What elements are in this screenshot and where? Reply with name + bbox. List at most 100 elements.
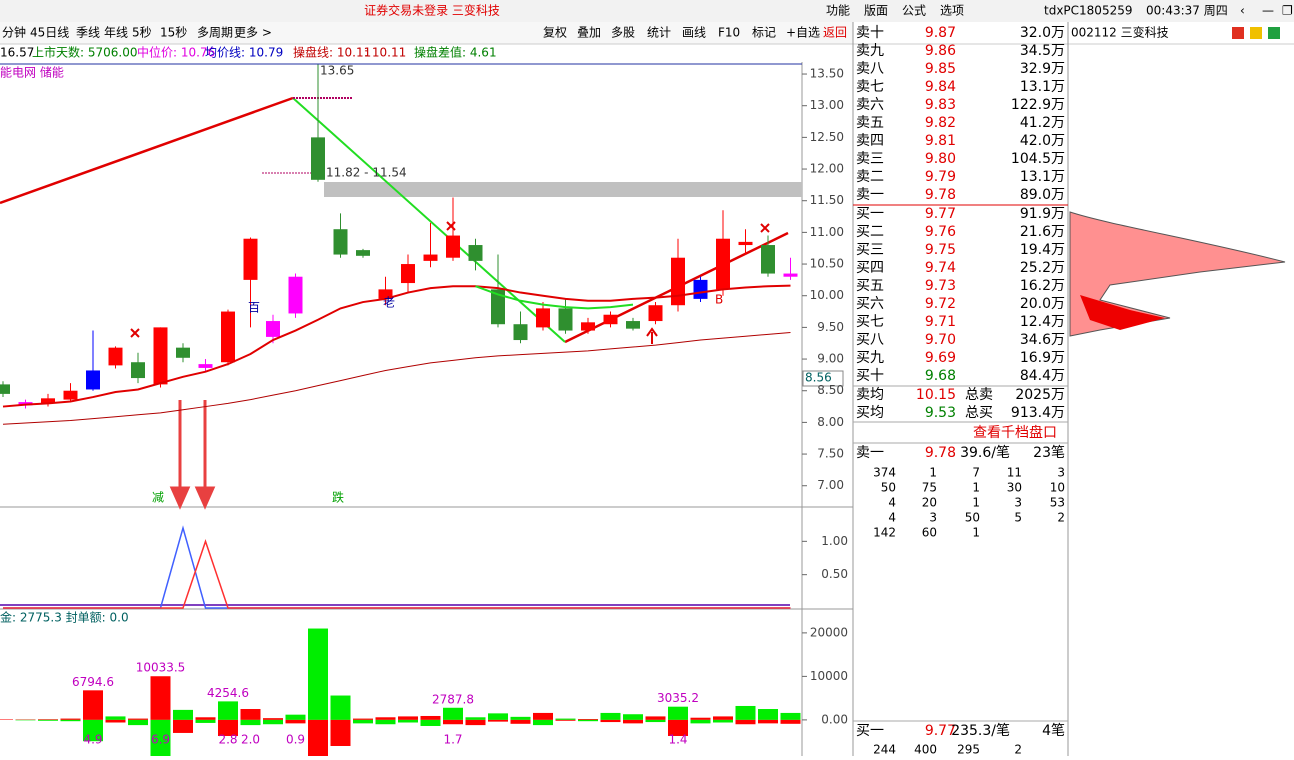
- volume-bar: [376, 717, 396, 720]
- volume-bar: [376, 720, 396, 724]
- book-cell: 9.84: [925, 79, 956, 95]
- period-tab[interactable]: 更多 >: [234, 26, 272, 40]
- candle-body: [469, 245, 483, 261]
- period-tab[interactable]: 多周期: [197, 26, 233, 40]
- volume-bar: [758, 709, 778, 720]
- book-cell: 总卖: [965, 387, 993, 403]
- queue-cell: 142: [873, 526, 896, 540]
- signal-arrows: [172, 400, 213, 506]
- tool-button[interactable]: 叠加: [577, 26, 601, 40]
- icon[interactable]: [1250, 27, 1262, 39]
- candle-body: [131, 362, 145, 378]
- book-cell: 9.74: [925, 260, 956, 276]
- y-tick-label: 9.00: [817, 352, 844, 366]
- data-label: 4254.6: [207, 686, 249, 700]
- book-cell: 9.80: [925, 151, 956, 167]
- candle-body: [694, 280, 708, 299]
- candle-body: [289, 277, 303, 314]
- tool-button[interactable]: 返回: [823, 26, 847, 40]
- y-tick-label: 11.00: [810, 225, 844, 239]
- book-cell: 91.9万: [1020, 206, 1065, 222]
- volume-bar: [466, 720, 486, 725]
- tool-button[interactable]: 复权: [543, 26, 567, 40]
- book-cell: 41.2万: [1020, 115, 1065, 131]
- menu-item[interactable]: 选项: [940, 4, 964, 18]
- window-back[interactable]: ‹: [1240, 4, 1245, 18]
- icon[interactable]: [1232, 27, 1244, 39]
- book-cell: 9.78: [925, 187, 956, 203]
- volume-bar: [488, 720, 508, 722]
- book-cell: 20.0万: [1020, 296, 1065, 312]
- info-field: 上市天数: 5706.00: [32, 45, 137, 60]
- volume-bar: [38, 720, 58, 721]
- period-tab[interactable]: 年线: [104, 26, 128, 40]
- volume-bar: [623, 720, 643, 723]
- candle-body: [64, 391, 78, 400]
- y-tick-label: 8.50: [817, 383, 844, 397]
- volume-bar: [241, 709, 261, 720]
- tool-button[interactable]: 标记: [752, 26, 776, 40]
- book-cell: 卖二: [856, 169, 884, 185]
- queue-cell: 1: [929, 466, 937, 480]
- volume-bar: [173, 710, 193, 720]
- info-field: : 10.11: [364, 46, 406, 60]
- menu-item[interactable]: 版面: [864, 4, 888, 18]
- book-cell: 9.69: [925, 350, 956, 366]
- icon[interactable]: [1268, 27, 1280, 39]
- info-field: 操盘差值: 4.61: [414, 45, 497, 60]
- queue-cell: 5: [1014, 511, 1022, 525]
- period-tab[interactable]: 45日线: [30, 26, 69, 40]
- period-tab[interactable]: 5秒: [132, 26, 152, 40]
- login-notice: 证券交易未登录 三变科技: [364, 3, 500, 18]
- book-cell: 89.0万: [1020, 187, 1065, 203]
- book-cell: 卖五: [856, 115, 884, 131]
- tool-button[interactable]: 统计: [647, 26, 671, 40]
- book-cell: 9.83: [925, 97, 956, 113]
- book-cell: 9.86: [925, 43, 956, 59]
- book-cell: 9.79: [925, 169, 956, 185]
- tool-button[interactable]: F10: [718, 26, 740, 40]
- volume-bar: [151, 676, 171, 720]
- book-cell: 卖七: [856, 79, 884, 95]
- period-tab[interactable]: 分钟: [2, 25, 26, 40]
- volume-bar: [781, 713, 801, 720]
- data-label: 1.4: [668, 733, 687, 747]
- volume-bar: [218, 701, 238, 720]
- volume-bar: [781, 720, 801, 724]
- data-label: 10033.5: [136, 661, 186, 675]
- book-cell: 9.68: [925, 368, 956, 384]
- window-min[interactable]: —: [1262, 4, 1274, 18]
- volume-bar: [61, 719, 81, 720]
- book-cell: 42.0万: [1020, 133, 1065, 149]
- queue-cell: 4: [888, 511, 896, 525]
- candle-body: [784, 274, 798, 277]
- queue-cell: 1: [972, 526, 980, 540]
- candle-body: [0, 384, 10, 394]
- tool-button[interactable]: 画线: [682, 26, 706, 40]
- volume-bar: [196, 717, 216, 720]
- tool-button[interactable]: 多股: [611, 26, 635, 40]
- y-tick-label: 11.50: [810, 193, 844, 207]
- queue-cell: 400: [914, 743, 937, 757]
- depth-link[interactable]: 查看千档盘口: [973, 424, 1057, 441]
- menu-item[interactable]: 功能: [826, 4, 850, 18]
- volume-bar: [0, 719, 13, 720]
- candle-body: [199, 364, 213, 368]
- window-restore[interactable]: ❐: [1282, 4, 1293, 18]
- queue-cell: 4: [888, 496, 896, 510]
- queue-cell: 3: [1057, 466, 1065, 480]
- candle-body: [536, 308, 550, 327]
- volume-bar: [286, 720, 306, 723]
- tool-button[interactable]: +自选: [786, 26, 820, 40]
- book-cell: 卖一: [856, 445, 884, 461]
- y-tick-label: 8.00: [817, 415, 844, 429]
- menu-item[interactable]: 公式: [902, 4, 926, 18]
- data-label: 1.7: [443, 733, 462, 747]
- volume-bar: [466, 717, 486, 720]
- period-tab[interactable]: 季线: [76, 26, 100, 40]
- volume-bar: [443, 720, 463, 724]
- period-tab[interactable]: 15秒: [160, 26, 187, 40]
- stock-name: 002112 三变科技: [1071, 25, 1169, 40]
- book-cell: 卖九: [856, 43, 884, 59]
